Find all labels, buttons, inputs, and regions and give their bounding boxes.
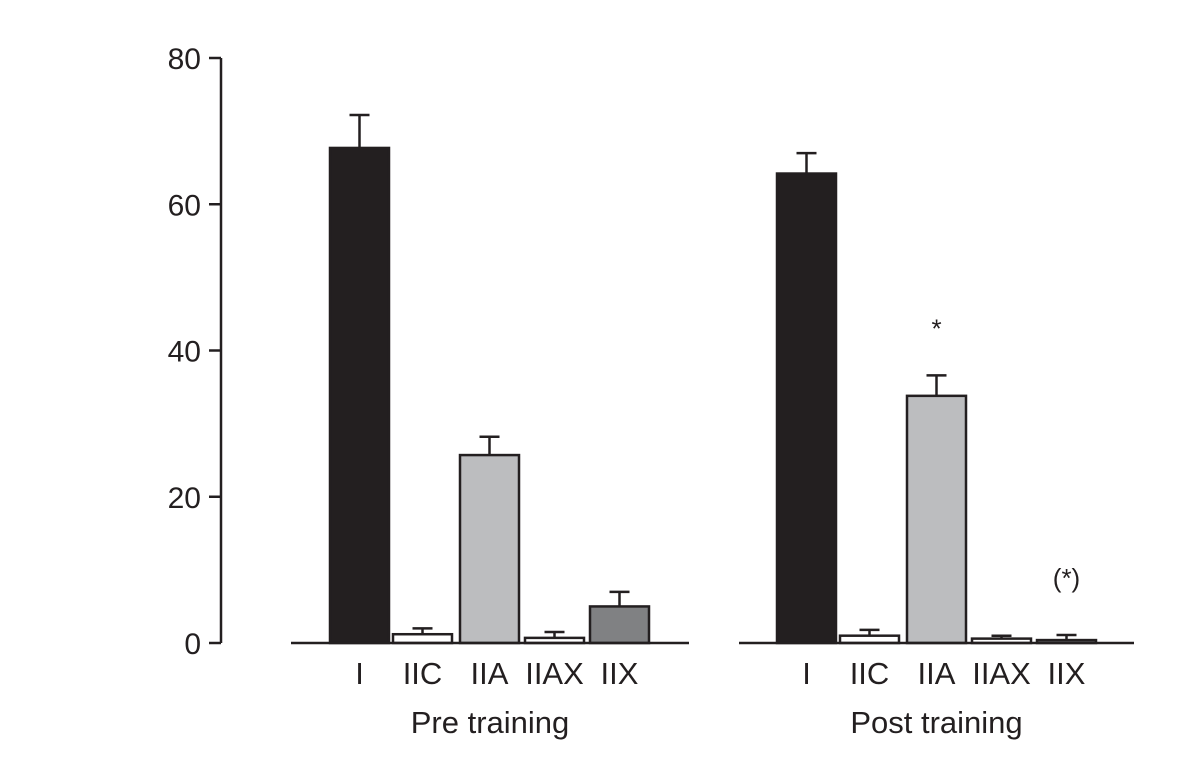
bar-group: I IIC IIA IIAX IIX Pre training — [291, 113, 689, 740]
x-tick-label: IIC — [403, 656, 443, 691]
x-tick-label: I — [355, 656, 364, 691]
bar — [391, 632, 454, 645]
x-tick-label: I — [802, 656, 811, 691]
bar-group: I IIC IIA IIAX IIX Post training * (*) — [739, 151, 1134, 740]
group-label: Post training — [850, 705, 1022, 740]
x-tick-label: IIA — [471, 656, 509, 691]
bar — [588, 605, 651, 645]
y-tick-label: 20 — [168, 482, 201, 515]
y-axis: 0 20 40 60 80 — [168, 43, 223, 661]
bar — [775, 172, 838, 645]
x-tick-label: IIAX — [972, 656, 1031, 691]
x-tick-label: IIA — [918, 656, 956, 691]
x-tick-label: IIX — [601, 656, 639, 691]
x-tick-label: IIX — [1048, 656, 1086, 691]
y-tick-label: 80 — [168, 43, 201, 76]
y-tick-label: 0 — [184, 628, 201, 661]
bar — [458, 453, 521, 645]
group-label: Pre training — [411, 705, 570, 740]
bar-groups: I IIC IIA IIAX IIX Pre training I IIC IIA IIAX IIX… — [291, 113, 1134, 740]
bar — [905, 394, 968, 645]
bar — [328, 146, 391, 645]
y-tick-label: 60 — [168, 189, 201, 222]
y-tick-label: 40 — [168, 336, 201, 369]
significance-marker: * — [931, 313, 941, 343]
x-tick-label: IIC — [850, 656, 890, 691]
significance-marker: (*) — [1053, 563, 1080, 593]
x-tick-label: IIAX — [525, 656, 584, 691]
